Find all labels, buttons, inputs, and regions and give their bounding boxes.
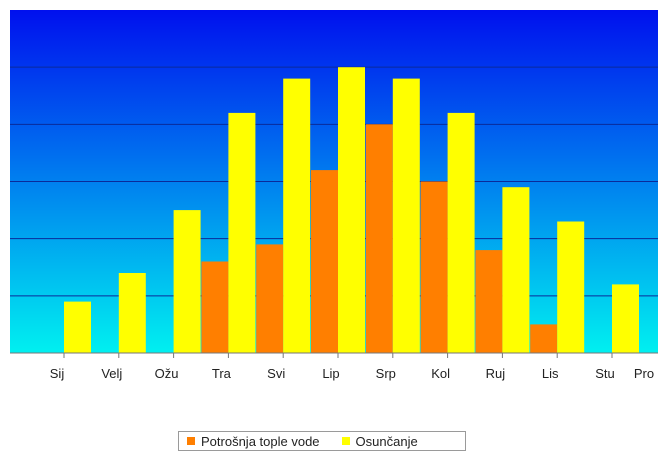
bar-hot-water-svi xyxy=(256,244,284,353)
x-tick-label: Sij xyxy=(50,366,65,381)
legend-swatch-hot-water xyxy=(187,437,195,445)
bar-insolation-stu xyxy=(612,284,639,353)
bar-hot-water-ruj xyxy=(475,250,503,353)
bar-hot-water-lip xyxy=(311,170,338,353)
x-axis-ticks: Sij Velj Ožu Tra Svi Lip Srp Kol Ruj Lis Stu Pro xyxy=(50,353,654,381)
bar-insolation-ruj xyxy=(502,187,530,353)
bar-insolation-ožu xyxy=(173,210,201,353)
bar-hot-water-lis xyxy=(530,324,558,353)
bar-insolation-sij xyxy=(64,301,91,353)
bar-chart: Sij Velj Ožu Tra Svi Lip Srp Kol Ruj Lis Stu Pro xyxy=(10,10,658,381)
bars xyxy=(64,67,639,354)
bar-insolation-kol xyxy=(447,112,475,354)
bar-hot-water-kol xyxy=(420,181,448,353)
bar-hot-water-srp xyxy=(365,124,393,353)
x-tick-label: Velj xyxy=(101,366,122,381)
legend-label-insolation: Osunčanje xyxy=(355,433,418,449)
legend-item-insolation: Osunčanje xyxy=(341,433,418,449)
legend: Potrošnja tople vode Osunčanje xyxy=(178,431,466,451)
legend-label-hot-water: Potrošnja tople vode xyxy=(201,433,320,449)
x-tick-label: Kol xyxy=(431,366,450,381)
x-tick-label: Ruj xyxy=(486,366,506,381)
bar-insolation-svi xyxy=(283,78,311,353)
bar-insolation-lis xyxy=(557,221,585,353)
x-tick-label: Ožu xyxy=(155,366,179,381)
legend-swatch-insolation xyxy=(341,437,350,445)
bar-insolation-velj xyxy=(118,273,146,353)
x-tick-label: Svi xyxy=(267,366,285,381)
bar-hot-water-tra xyxy=(201,261,229,353)
x-tick-label: Srp xyxy=(376,366,396,381)
legend-item-hot-water: Potrošnja tople vode xyxy=(187,434,320,449)
x-tick-label: Lis xyxy=(542,366,559,381)
bar-insolation-tra xyxy=(228,112,256,354)
bar-insolation-srp xyxy=(392,78,420,353)
x-tick-label: Tra xyxy=(212,366,232,381)
bar-insolation-lip xyxy=(338,67,365,353)
x-tick-label: Stu xyxy=(595,366,615,381)
x-tick-label: Pro xyxy=(634,366,654,381)
x-tick-label: Lip xyxy=(322,366,339,381)
